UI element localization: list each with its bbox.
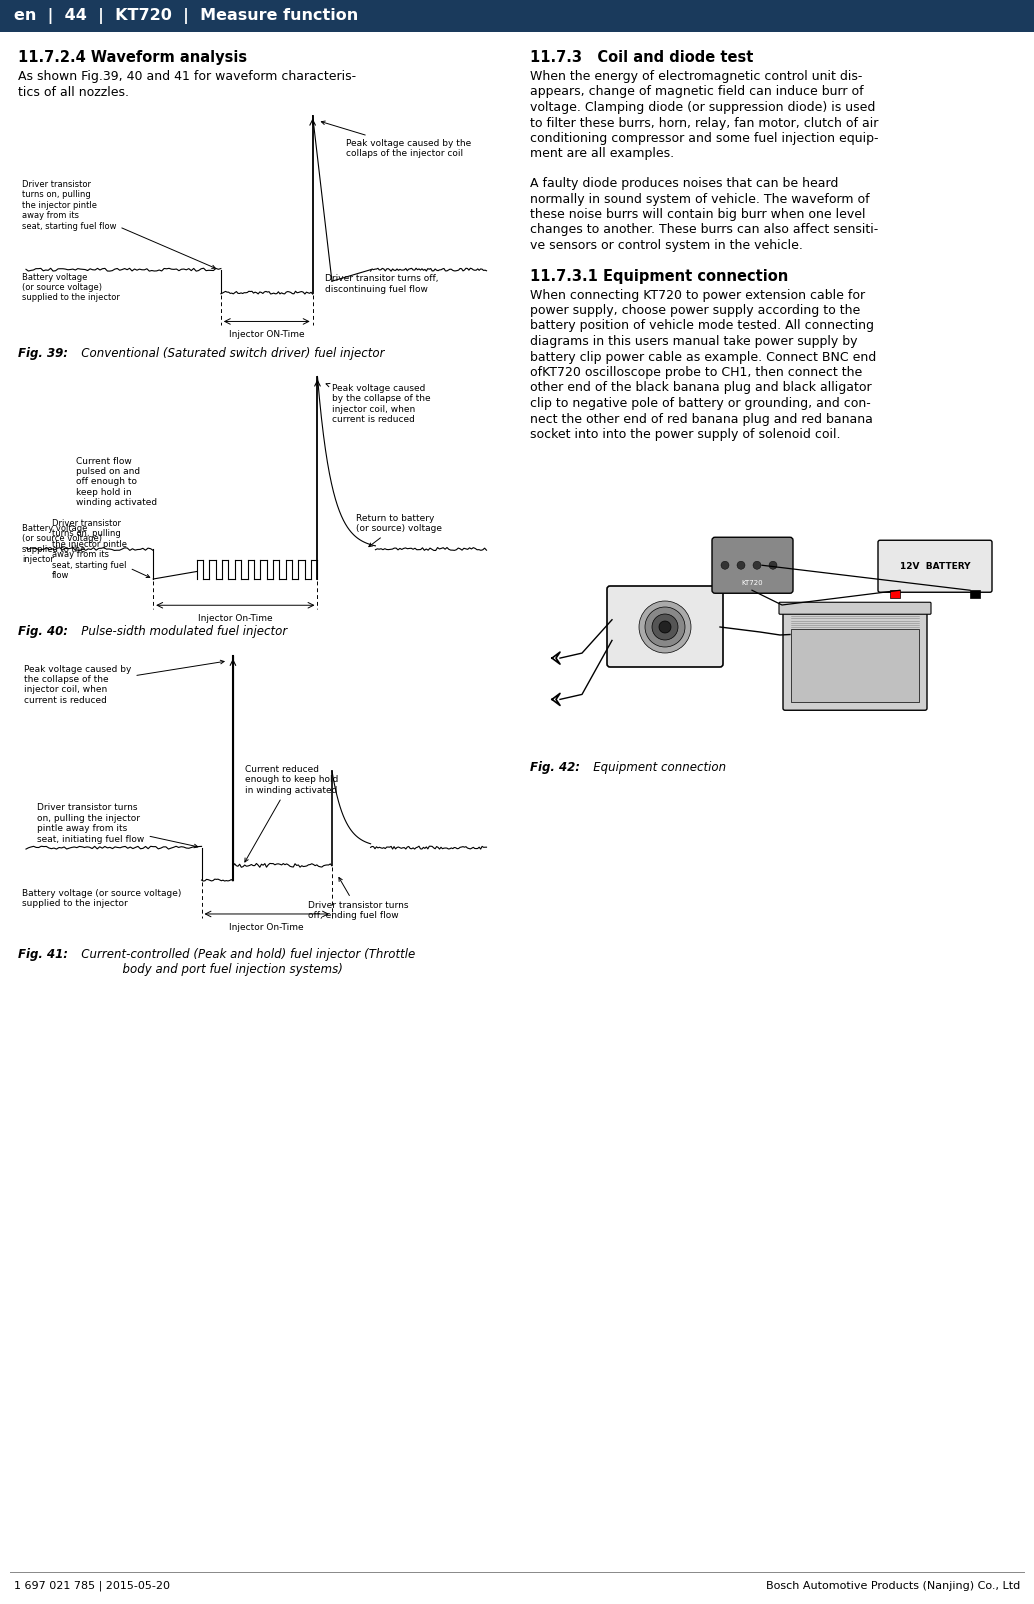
Text: ofKT720 oscilloscope probe to CH1, then connect the: ofKT720 oscilloscope probe to CH1, then … bbox=[530, 366, 862, 379]
Bar bbox=[890, 590, 900, 598]
Text: battery clip power cable as example. Connect BNC end: battery clip power cable as example. Con… bbox=[530, 351, 876, 364]
Text: Pulse-sidth modulated fuel injector: Pulse-sidth modulated fuel injector bbox=[70, 626, 287, 638]
Text: Injector On-Time: Injector On-Time bbox=[230, 922, 304, 932]
Text: 12V  BATTERY: 12V BATTERY bbox=[900, 561, 970, 571]
Bar bbox=[0, 0, 1034, 32]
FancyBboxPatch shape bbox=[878, 541, 992, 592]
FancyBboxPatch shape bbox=[783, 611, 927, 711]
Text: Peak voltage caused by
the collapse of the
injector coil, when
current is reduce: Peak voltage caused by the collapse of t… bbox=[24, 661, 224, 704]
Circle shape bbox=[659, 621, 671, 634]
Text: Fig. 41:: Fig. 41: bbox=[18, 948, 68, 961]
Circle shape bbox=[737, 561, 746, 569]
Text: 11.7.3.1 Equipment connection: 11.7.3.1 Equipment connection bbox=[530, 268, 788, 284]
Text: en  |  44  |  KT720  |  Measure function: en | 44 | KT720 | Measure function bbox=[14, 8, 358, 24]
Text: Fig. 39:: Fig. 39: bbox=[18, 346, 68, 359]
Text: Current flow
pulsed on and
off enough to
keep hold in
winding activated: Current flow pulsed on and off enough to… bbox=[75, 457, 157, 507]
Text: ve sensors or control system in the vehicle.: ve sensors or control system in the vehi… bbox=[530, 239, 802, 252]
Text: Driver transistor
turns on, pulling
the injector pintle
away from its
seat, star: Driver transistor turns on, pulling the … bbox=[52, 520, 150, 581]
FancyBboxPatch shape bbox=[712, 537, 793, 593]
Text: Driver transistor turns
off, ending fuel flow: Driver transistor turns off, ending fuel… bbox=[308, 877, 408, 921]
Text: Fig. 42:: Fig. 42: bbox=[530, 760, 580, 773]
Text: 11.7.3   Coil and diode test: 11.7.3 Coil and diode test bbox=[530, 50, 754, 66]
Text: Conventional (Saturated switch driver) fuel injector: Conventional (Saturated switch driver) f… bbox=[70, 346, 385, 359]
Text: normally in sound system of vehicle. The waveform of: normally in sound system of vehicle. The… bbox=[530, 192, 870, 205]
FancyBboxPatch shape bbox=[791, 629, 919, 703]
Circle shape bbox=[645, 606, 685, 646]
Text: battery position of vehicle mode tested. All connecting: battery position of vehicle mode tested.… bbox=[530, 319, 874, 332]
Text: As shown Fig.39, 40 and 41 for waveform characteris-: As shown Fig.39, 40 and 41 for waveform … bbox=[18, 71, 356, 83]
Text: socket into into the power supply of solenoid coil.: socket into into the power supply of sol… bbox=[530, 428, 841, 441]
Text: Fig. 40:: Fig. 40: bbox=[18, 626, 68, 638]
FancyBboxPatch shape bbox=[607, 585, 723, 667]
Text: conditioning compressor and some fuel injection equip-: conditioning compressor and some fuel in… bbox=[530, 132, 879, 144]
Text: KT720: KT720 bbox=[741, 581, 763, 585]
Circle shape bbox=[652, 614, 678, 640]
Text: Driver transistor turns
on, pulling the injector
pintle away from its
seat, init: Driver transistor turns on, pulling the … bbox=[37, 804, 197, 849]
Text: clip to negative pole of battery or grounding, and con-: clip to negative pole of battery or grou… bbox=[530, 398, 871, 411]
Text: Current reduced
enough to keep hold
in winding activated: Current reduced enough to keep hold in w… bbox=[245, 765, 338, 861]
Text: appears, change of magnetic field can induce burr of: appears, change of magnetic field can in… bbox=[530, 85, 863, 98]
Text: voltage. Clamping diode (or suppression diode) is used: voltage. Clamping diode (or suppression … bbox=[530, 101, 876, 114]
Text: power supply, choose power supply according to the: power supply, choose power supply accord… bbox=[530, 305, 860, 318]
Text: Battery voltage
(or source voltage)
supplied to the
injector: Battery voltage (or source voltage) supp… bbox=[22, 525, 102, 565]
Text: When connecting KT720 to power extension cable for: When connecting KT720 to power extension… bbox=[530, 289, 865, 302]
Text: body and port fuel injection systems): body and port fuel injection systems) bbox=[70, 964, 343, 977]
FancyBboxPatch shape bbox=[779, 602, 931, 614]
Circle shape bbox=[721, 561, 729, 569]
Text: to filter these burrs, horn, relay, fan motor, clutch of air: to filter these burrs, horn, relay, fan … bbox=[530, 117, 878, 130]
Text: Driver transitor turns off,
discontinuing fuel flow: Driver transitor turns off, discontinuin… bbox=[325, 274, 438, 294]
Text: changes to another. These burrs can also affect sensiti-: changes to another. These burrs can also… bbox=[530, 223, 878, 236]
Text: Bosch Automotive Products (Nanjing) Co., Ltd: Bosch Automotive Products (Nanjing) Co.,… bbox=[766, 1582, 1020, 1591]
Bar bbox=[970, 590, 980, 598]
Text: Driver transistor
turns on, pulling
the injector pintle
away from its
seat, star: Driver transistor turns on, pulling the … bbox=[22, 180, 215, 268]
Circle shape bbox=[639, 602, 691, 653]
Text: tics of all nozzles.: tics of all nozzles. bbox=[18, 85, 129, 98]
Circle shape bbox=[769, 561, 777, 569]
Text: Peak voltage caused
by the collapse of the
injector coil, when
current is reduce: Peak voltage caused by the collapse of t… bbox=[326, 383, 430, 423]
Text: Battery voltage (or source voltage)
supplied to the injector: Battery voltage (or source voltage) supp… bbox=[22, 889, 181, 908]
Text: 11.7.2.4 Waveform analysis: 11.7.2.4 Waveform analysis bbox=[18, 50, 247, 66]
Text: A faulty diode produces noises that can be heard: A faulty diode produces noises that can … bbox=[530, 176, 839, 189]
Text: Current-controlled (Peak and hold) fuel injector (Throttle: Current-controlled (Peak and hold) fuel … bbox=[70, 948, 416, 961]
Text: Injector On-Time: Injector On-Time bbox=[199, 614, 273, 624]
Text: Return to battery
(or source) voltage: Return to battery (or source) voltage bbox=[356, 513, 443, 547]
Text: diagrams in this users manual take power supply by: diagrams in this users manual take power… bbox=[530, 335, 857, 348]
Text: Peak voltage caused by the
collaps of the injector coil: Peak voltage caused by the collaps of th… bbox=[322, 120, 472, 159]
Circle shape bbox=[753, 561, 761, 569]
Text: When the energy of electromagnetic control unit dis-: When the energy of electromagnetic contr… bbox=[530, 71, 862, 83]
Text: Injector ON-Time: Injector ON-Time bbox=[229, 330, 305, 340]
Text: 1 697 021 785 | 2015-05-20: 1 697 021 785 | 2015-05-20 bbox=[14, 1582, 170, 1591]
Text: these noise burrs will contain big burr when one level: these noise burrs will contain big burr … bbox=[530, 209, 865, 221]
Text: ment are all examples.: ment are all examples. bbox=[530, 148, 674, 160]
Text: nect the other end of red banana plug and red banana: nect the other end of red banana plug an… bbox=[530, 412, 873, 425]
Text: Equipment connection: Equipment connection bbox=[582, 760, 726, 773]
Text: Battery voltage
(or source voltage)
supplied to the injector: Battery voltage (or source voltage) supp… bbox=[22, 273, 120, 303]
Text: other end of the black banana plug and black alligator: other end of the black banana plug and b… bbox=[530, 382, 872, 395]
